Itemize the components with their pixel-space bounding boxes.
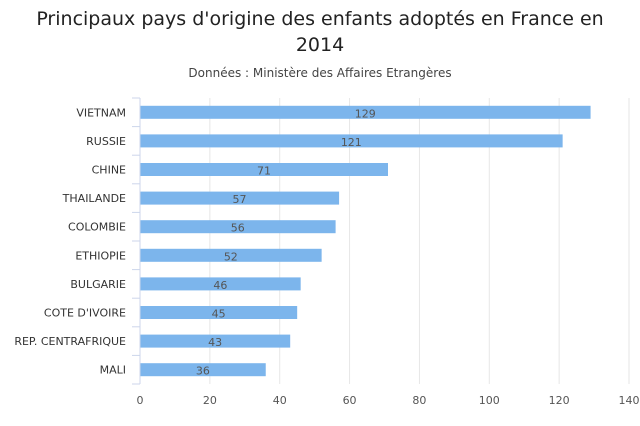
category-label-7: COTE D'IVOIRE <box>44 307 126 320</box>
x-tick-label-3: 60 <box>343 394 357 407</box>
x-tick-label-6: 120 <box>549 394 570 407</box>
chart-title: Principaux pays d'origine des enfants ad… <box>36 8 604 56</box>
x-tick-label-1: 20 <box>203 394 217 407</box>
data-label-9: 36 <box>196 365 210 378</box>
category-label-3: THAILANDE <box>62 192 126 205</box>
bar-3 <box>140 191 340 205</box>
category-label-8: REP. CENTRAFRIQUE <box>14 335 126 348</box>
data-label-2: 71 <box>257 165 271 178</box>
chart-subtitle: Données : Ministère des Affaires Etrangè… <box>188 66 452 80</box>
data-label-7: 45 <box>212 308 226 321</box>
data-label-8: 43 <box>208 336 222 349</box>
bar-6 <box>140 277 301 291</box>
data-label-0: 129 <box>355 107 376 120</box>
bar-7 <box>140 306 298 319</box>
x-tick-label-0: 0 <box>137 394 144 407</box>
category-label-5: ETHIOPIE <box>75 249 126 262</box>
data-label-6: 46 <box>213 279 227 292</box>
data-label-1: 121 <box>341 136 362 149</box>
data-label-4: 56 <box>231 222 245 235</box>
bar-0 <box>140 105 591 119</box>
x-tick-label-4: 80 <box>412 394 426 407</box>
data-label-3: 57 <box>233 193 247 206</box>
category-label-6: BULGARIE <box>70 278 126 291</box>
bar-8 <box>140 334 291 348</box>
bar-5 <box>140 248 322 262</box>
x-tick-label-7: 140 <box>619 394 640 407</box>
bar-2 <box>140 163 388 176</box>
category-label-9: MALI <box>100 364 126 377</box>
category-label-2: CHINE <box>92 164 126 177</box>
category-label-0: VIETNAM <box>76 106 126 119</box>
x-tick-label-2: 40 <box>273 394 287 407</box>
category-label-4: COLOMBIE <box>68 221 126 234</box>
bar-4 <box>140 220 336 234</box>
bar-9 <box>140 363 266 377</box>
bar-1 <box>140 134 563 148</box>
x-tick-label-5: 100 <box>479 394 500 407</box>
data-label-5: 52 <box>224 250 238 263</box>
category-label-1: RUSSIE <box>86 135 126 148</box>
